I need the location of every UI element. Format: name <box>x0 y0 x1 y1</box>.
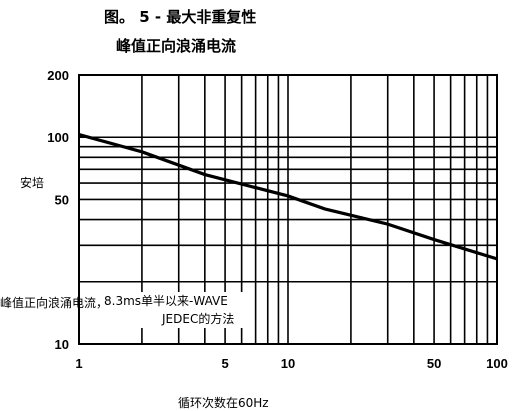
plot-frame <box>78 74 498 345</box>
annotation-line2: JEDEC的方法 <box>162 312 235 326</box>
x-tick-label: 100 <box>486 356 508 371</box>
x-tick-label: 1 <box>75 356 82 371</box>
annotation-background <box>100 292 250 328</box>
chart-title-line1: 图。 5 - 最大非重复性 <box>104 8 257 26</box>
x-tick-label: 50 <box>427 356 441 371</box>
x-axis-label: 循环次数在60Hz <box>178 396 269 410</box>
chart-title-line2: 峰值正向浪涌电流 <box>116 37 237 55</box>
x-tick-label: 10 <box>281 356 295 371</box>
series-line <box>78 133 498 261</box>
y-axis-label: 安培 <box>20 176 45 190</box>
y-tick-label: 50 <box>55 192 69 207</box>
y-tick-label: 10 <box>55 337 69 352</box>
y-tick-label: 100 <box>47 130 69 145</box>
x-tick-label: 5 <box>221 356 228 371</box>
y-tick-label: 200 <box>47 68 69 83</box>
annotation-prefix: 峰值正向浪涌电流， <box>0 296 109 310</box>
annotation-line1: 8.3ms单半以来-WAVE <box>104 294 228 308</box>
